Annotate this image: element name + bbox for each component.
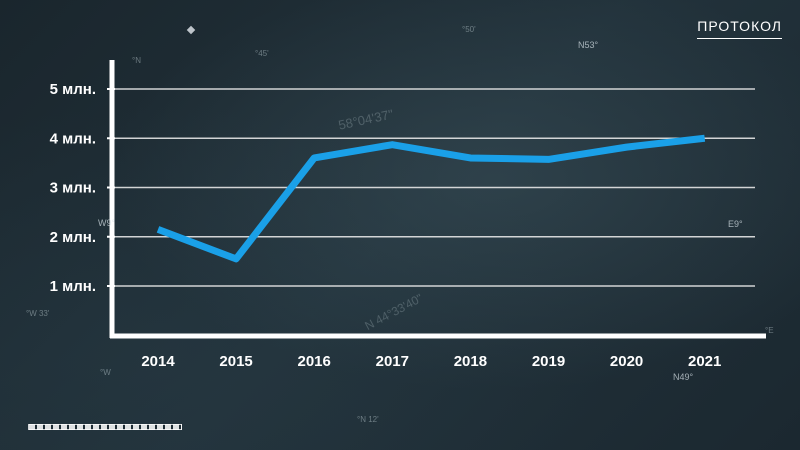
map-coordinate-label: °50' — [462, 25, 476, 34]
x-tick-label: 2019 — [532, 353, 565, 370]
map-coordinate-label: N53° — [578, 40, 599, 50]
y-tick-label: 4 млн. — [50, 130, 96, 147]
x-tick-label: 2021 — [688, 353, 721, 370]
y-tick-label: 5 млн. — [50, 81, 96, 98]
series-line — [156, 134, 706, 263]
x-tick-label: 2017 — [376, 353, 409, 370]
map-coordinate-label: °N — [132, 56, 141, 65]
map-coordinate-label: °W 33' — [26, 309, 50, 318]
map-coordinate-label: °N 12' — [357, 415, 379, 424]
x-tick-label: 2018 — [454, 353, 487, 370]
brand-logo: ПРОТОКОЛ — [697, 18, 782, 39]
map-coordinate-label: N49° — [673, 372, 694, 382]
x-tick-label: 2016 — [298, 353, 331, 370]
map-coordinate-label: E9° — [728, 219, 743, 229]
y-tick-label: 2 млн. — [50, 229, 96, 246]
map-coordinate-label: °W — [100, 368, 111, 377]
map-coordinate-label: °45' — [255, 49, 269, 58]
map-coordinate-label: °E — [765, 326, 774, 335]
y-tick-label: 3 млн. — [50, 180, 96, 197]
x-tick-label: 2014 — [141, 353, 175, 370]
x-tick-label: 2015 — [219, 353, 252, 370]
map-scale-bar — [28, 424, 182, 430]
map-coordinate-label: W9° — [98, 218, 116, 228]
y-tick-label: 1 млн. — [50, 278, 96, 295]
x-tick-label: 2020 — [610, 353, 643, 370]
